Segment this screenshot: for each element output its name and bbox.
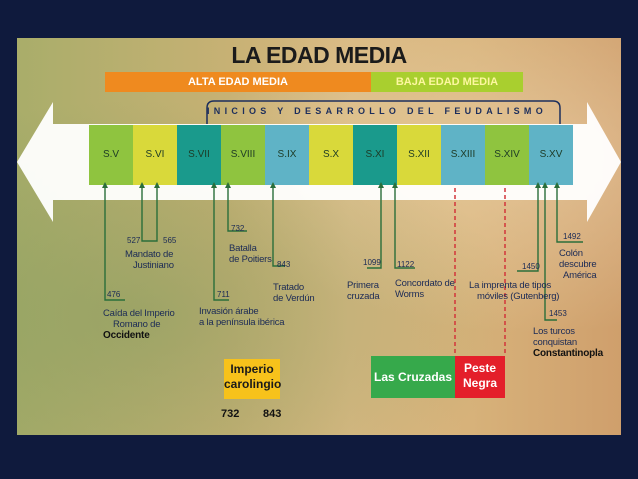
century-cell: S.XV	[529, 125, 573, 185]
feudalismo-bracket	[206, 100, 561, 124]
century-cell: S.XIV	[485, 125, 529, 185]
century-cell: S.VIII	[221, 125, 265, 185]
event-year: 1122	[397, 260, 415, 269]
event-label: Caída del Imperio Romano de Occidente	[103, 308, 175, 341]
event-year: 1450	[522, 262, 540, 271]
cruzadas-box: Las Cruzadas	[371, 356, 455, 398]
century-cell: S.XII	[397, 125, 441, 185]
event-year: 1492	[563, 232, 581, 241]
event-label: Concordato de Worms	[395, 278, 455, 300]
century-cell: S.XI	[353, 125, 397, 185]
peste-negra-box: Peste Negra	[455, 356, 505, 398]
event-year: 476	[107, 290, 121, 299]
century-cell: S.VI	[133, 125, 177, 185]
event-label: Batalla de Poitiers	[229, 243, 272, 265]
event-label: Invasión árabe a la península ibérica	[199, 306, 285, 328]
century-cell: S.XIII	[441, 125, 485, 185]
imperio-start-year: 732	[221, 408, 240, 420]
event-label: Los turcos conquistan Constantinopla	[533, 326, 603, 359]
alta-edad-media-band: ALTA EDAD MEDIA	[105, 72, 371, 92]
event-year: 711	[217, 290, 230, 299]
event-label: Primera cruzada	[347, 280, 380, 302]
event-label: Mandato de Justiniano	[125, 249, 174, 271]
baja-edad-media-band: BAJA EDAD MEDIA	[371, 72, 523, 92]
imperio-end-year: 843	[263, 408, 282, 420]
event-connectors	[102, 182, 583, 356]
event-year: 732	[231, 224, 245, 233]
event-label: Tratado de Verdún	[273, 282, 315, 304]
event-year: 565	[163, 236, 177, 245]
event-year: 527	[127, 236, 141, 245]
page-title: LA EDAD MEDIA	[231, 42, 407, 68]
slide: LA EDAD MEDIA ALTA EDAD MEDIA BAJA EDAD …	[17, 38, 621, 435]
event-label: Colón descubre América	[559, 248, 597, 281]
event-year: 1453	[549, 309, 567, 318]
century-cell: S.VII	[177, 125, 221, 185]
century-cell: S.IX	[265, 125, 309, 185]
event-year: 843	[277, 260, 291, 269]
event-year: 1099	[363, 258, 381, 267]
century-cell: S.V	[89, 125, 133, 185]
century-cell: S.X	[309, 125, 353, 185]
feudalismo-label: INICIOS Y DESARROLLO DEL FEUDALISMO	[207, 106, 548, 116]
event-label: La imprenta de tipos móviles (Gutenberg)	[469, 280, 560, 302]
imperio-carolingio-box: Imperio carolingio	[224, 359, 281, 399]
